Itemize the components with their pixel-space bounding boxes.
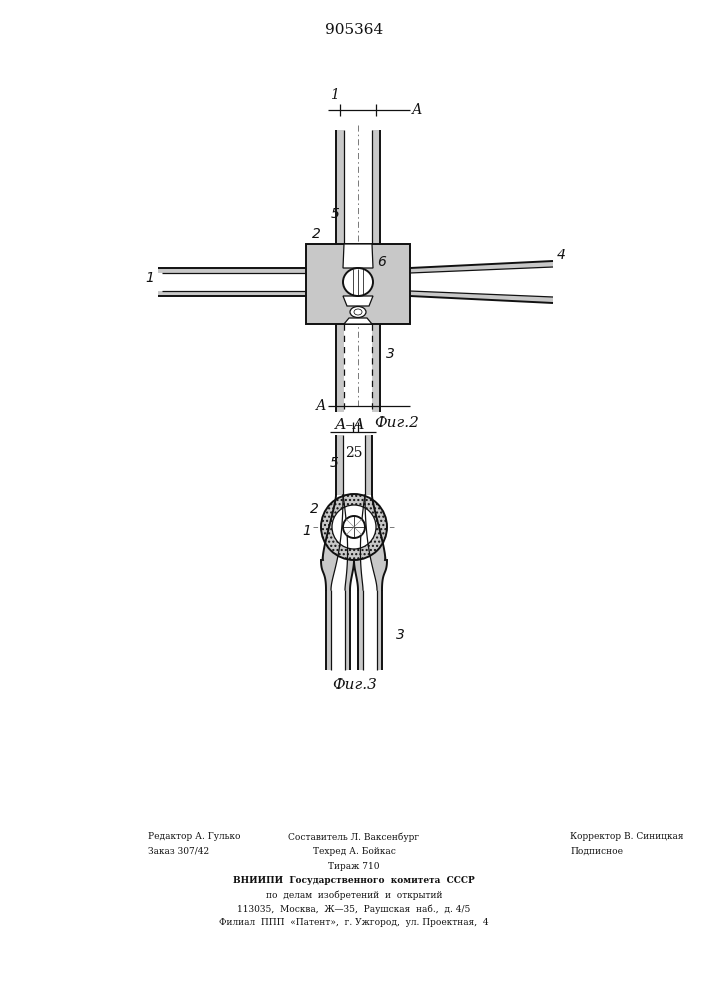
Polygon shape	[321, 495, 343, 590]
Bar	[336, 130, 344, 244]
Text: Корректор В. Синицкая: Корректор В. Синицкая	[570, 832, 684, 841]
Polygon shape	[410, 291, 553, 303]
Circle shape	[321, 494, 387, 560]
Bar	[306, 244, 410, 324]
Text: Тираж 710: Тираж 710	[328, 862, 380, 871]
Text: Редактор А. Гулько: Редактор А. Гулько	[148, 832, 240, 841]
Text: А: А	[315, 399, 326, 413]
Polygon shape	[343, 244, 373, 268]
Text: 3: 3	[386, 347, 395, 361]
Text: 4: 4	[557, 248, 566, 262]
Polygon shape	[365, 495, 387, 590]
Bar	[365, 435, 372, 495]
Text: 5: 5	[331, 207, 340, 221]
Text: Фиг.3: Фиг.3	[332, 678, 377, 692]
Text: 6: 6	[377, 255, 386, 269]
Bar	[158, 291, 306, 296]
Text: 2: 2	[312, 227, 321, 241]
Text: 1: 1	[145, 271, 154, 285]
Bar	[377, 590, 382, 670]
Polygon shape	[344, 318, 372, 324]
Text: 1: 1	[329, 88, 339, 102]
Bar	[358, 590, 363, 670]
Text: А–А: А–А	[334, 418, 366, 432]
Text: ВНИИПИ  Государственного  комитета  СССР: ВНИИПИ Государственного комитета СССР	[233, 876, 475, 885]
Polygon shape	[343, 296, 373, 306]
Bar	[345, 590, 350, 670]
Circle shape	[332, 505, 376, 549]
Text: 3: 3	[396, 628, 405, 642]
Bar	[158, 268, 306, 273]
Text: по  делам  изобретений  и  открытий: по делам изобретений и открытий	[266, 890, 443, 900]
Ellipse shape	[350, 306, 366, 318]
Text: Филиал  ППП  «Патент»,  г. Ужгород,  ул. Проектная,  4: Филиал ППП «Патент», г. Ужгород, ул. Про…	[219, 918, 489, 927]
Text: Заказ 307/42: Заказ 307/42	[148, 847, 209, 856]
Bar	[372, 324, 380, 412]
Text: Подписное: Подписное	[570, 847, 623, 856]
Text: 5: 5	[330, 456, 339, 470]
Text: 1: 1	[302, 524, 311, 538]
Circle shape	[343, 516, 365, 538]
Text: 2: 2	[310, 502, 319, 516]
Polygon shape	[343, 495, 354, 590]
Bar	[306, 244, 410, 324]
Text: Техред А. Бойкас: Техред А. Бойкас	[312, 847, 395, 856]
Polygon shape	[410, 261, 553, 273]
Text: А: А	[412, 103, 423, 117]
Bar	[336, 324, 344, 412]
Ellipse shape	[343, 268, 373, 296]
Text: 905364: 905364	[325, 23, 383, 37]
Bar	[336, 435, 343, 495]
Bar	[372, 130, 380, 244]
Text: Фиг.2: Фиг.2	[374, 416, 419, 430]
Bar	[326, 590, 331, 670]
Polygon shape	[321, 495, 336, 590]
Polygon shape	[354, 495, 365, 590]
Polygon shape	[372, 495, 387, 590]
Text: Составитель Л. Ваксенбург: Составитель Л. Ваксенбург	[288, 832, 419, 842]
Text: 25: 25	[345, 446, 363, 460]
Text: 113035,  Москва,  Ж—35,  Раушская  наб.,  д. 4/5: 113035, Москва, Ж—35, Раушская наб., д. …	[238, 904, 471, 914]
Ellipse shape	[354, 309, 362, 315]
